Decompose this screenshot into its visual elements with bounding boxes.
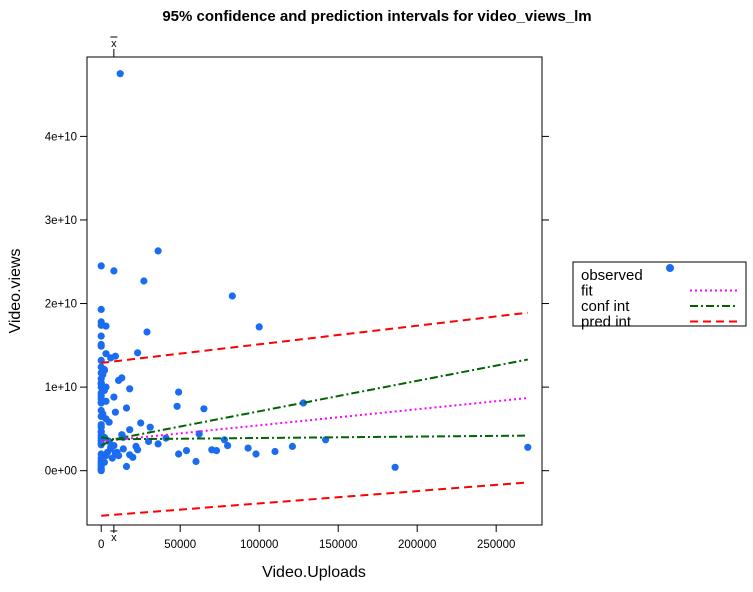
- observed-point: [143, 328, 151, 336]
- observed-point: [126, 426, 134, 434]
- observed-point: [119, 445, 127, 453]
- conf-int-line: [100, 358, 528, 447]
- x-tick-label: 150000: [319, 539, 357, 551]
- observed-point: [116, 70, 124, 78]
- observed-point: [97, 375, 105, 383]
- observed-point: [524, 443, 532, 451]
- legend-label: observed: [581, 267, 643, 284]
- observed-point: [391, 463, 399, 471]
- conf-int-line: [101, 434, 528, 441]
- observed-point: [97, 342, 105, 350]
- observed-point: [110, 393, 118, 401]
- observed-point: [97, 305, 105, 313]
- observed-point: [97, 332, 105, 340]
- observed-points: [97, 70, 532, 475]
- observed-point: [192, 457, 200, 466]
- observed-point: [111, 352, 119, 360]
- observed-point: [115, 376, 123, 384]
- interval-lines: [100, 311, 528, 517]
- x-tick-label: 100000: [240, 539, 278, 551]
- x-axis-ticks: 0 50000 100000 150000 200000 250000: [98, 525, 515, 551]
- observed-point: [97, 391, 105, 400]
- observed-point: [252, 450, 260, 458]
- observed-point: [97, 421, 105, 429]
- legend-label: fit: [581, 283, 594, 300]
- y-tick-label: 0e+00: [45, 466, 77, 478]
- observed-point: [122, 462, 131, 471]
- observed-point: [175, 388, 183, 396]
- observed-point: [100, 366, 108, 374]
- legend-swatch-point: [666, 264, 674, 272]
- observed-point: [126, 385, 134, 393]
- x-tick-label: 250000: [477, 539, 515, 551]
- fit-line: [101, 397, 528, 443]
- observed-point: [122, 404, 131, 412]
- y-axis-ticks: 0e+00 1e+10 2e+10 3e+10 4e+10: [45, 131, 549, 478]
- observed-point: [110, 267, 118, 275]
- x-tick-label: 200000: [398, 539, 436, 551]
- x-axis-label: Video.Uploads: [262, 564, 366, 581]
- observed-point: [111, 449, 119, 457]
- observed-point: [271, 447, 279, 456]
- observed-point: [111, 408, 119, 416]
- pred-int-line: [101, 481, 528, 517]
- observed-point: [200, 405, 208, 413]
- y-tick-label: 2e+10: [45, 299, 77, 311]
- x-tick-label: 50000: [164, 539, 196, 551]
- legend-label: pred int: [581, 314, 632, 331]
- x-bar-markers: xx: [110, 36, 118, 544]
- observed-point: [255, 323, 263, 331]
- legend-label: conf int: [581, 298, 630, 315]
- observed-point: [154, 247, 162, 255]
- observed-point: [99, 410, 107, 418]
- observed-point: [140, 277, 148, 285]
- observed-point: [244, 444, 252, 452]
- observed-point: [97, 262, 105, 270]
- observed-point: [224, 442, 232, 450]
- observed-point: [212, 447, 221, 455]
- observed-point: [146, 423, 154, 431]
- observed-point: [97, 450, 105, 458]
- observed-point: [97, 467, 105, 475]
- plot-frame: [86, 56, 543, 526]
- y-tick-label: 4e+10: [45, 131, 77, 143]
- observed-point: [299, 399, 307, 407]
- observed-point: [102, 350, 110, 358]
- observed-point: [175, 450, 183, 458]
- observed-point: [220, 436, 228, 444]
- observed-point: [154, 440, 162, 448]
- legend-box: [572, 261, 747, 327]
- observed-point: [182, 447, 191, 455]
- observed-point: [100, 458, 108, 466]
- observed-point: [288, 442, 296, 450]
- observed-point: [137, 419, 145, 427]
- y-tick-label: 1e+10: [45, 382, 77, 394]
- observed-point: [173, 402, 181, 410]
- observed-point: [228, 292, 236, 300]
- observed-point: [126, 451, 134, 459]
- pred-int-line: [101, 311, 528, 364]
- y-tick-label: 3e+10: [45, 215, 77, 227]
- observed-point: [107, 443, 115, 451]
- x-tick-label: 0: [98, 539, 104, 551]
- x-bar-label: x: [111, 38, 117, 50]
- x-bar-label: x: [111, 532, 117, 544]
- observed-point: [105, 418, 113, 426]
- observed-point: [102, 383, 110, 391]
- observed-point: [134, 349, 142, 357]
- chart-title: 95% confidence and prediction intervals …: [162, 8, 591, 25]
- observed-point: [102, 322, 110, 330]
- observed-point: [134, 446, 142, 454]
- y-axis-label: Video.views: [7, 248, 24, 333]
